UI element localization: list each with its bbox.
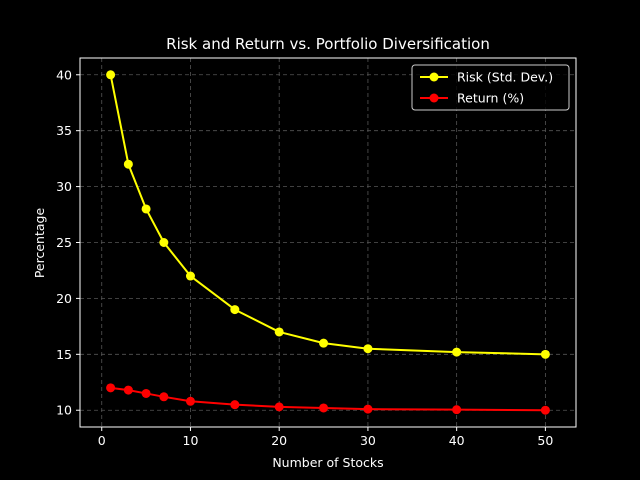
y-tick-label: 30 [56, 179, 72, 194]
x-tick-label: 0 [98, 433, 106, 448]
data-point-risk-std-dev [185, 271, 195, 281]
data-point-return [123, 385, 133, 395]
legend-marker-risk [429, 72, 439, 82]
data-point-risk-std-dev [452, 347, 462, 357]
y-tick-label: 35 [56, 123, 72, 138]
x-tick-label: 20 [271, 433, 287, 448]
y-tick-label: 15 [56, 347, 72, 362]
data-point-return [319, 403, 329, 413]
data-point-risk-std-dev [319, 338, 329, 348]
data-point-risk-std-dev [123, 159, 133, 169]
x-axis-label: Number of Stocks [272, 455, 383, 470]
x-tick-label: 30 [360, 433, 376, 448]
x-tick-label: 40 [449, 433, 465, 448]
y-axis-label: Percentage [32, 208, 47, 279]
y-tick-label: 20 [56, 291, 72, 306]
data-point-return [141, 388, 151, 398]
data-point-return [363, 404, 373, 414]
x-tick-label: 50 [537, 433, 553, 448]
data-point-risk-std-dev [106, 70, 116, 80]
data-point-risk-std-dev [274, 327, 284, 337]
data-point-return [540, 405, 550, 415]
data-point-return [274, 402, 284, 412]
series-return [106, 383, 550, 415]
data-point-risk-std-dev [141, 204, 151, 214]
data-point-return [230, 400, 240, 410]
data-point-risk-std-dev [230, 305, 240, 315]
data-point-risk-std-dev [363, 344, 373, 354]
legend-label-risk: Risk (Std. Dev.) [457, 70, 553, 85]
y-tick-label: 25 [56, 235, 72, 250]
legend-box [411, 64, 570, 111]
series-risk-std-dev [106, 70, 550, 359]
data-point-return [159, 392, 169, 402]
legend-marker-return [429, 93, 439, 103]
legend-label-return: Return (%) [457, 91, 524, 106]
data-point-risk-std-dev [540, 349, 550, 359]
axis-ticks: 0 10 20 30 40 50 10 15 20 25 30 35 40 [56, 67, 553, 448]
data-point-risk-std-dev [159, 238, 169, 247]
data-point-return [106, 383, 116, 393]
data-point-return [452, 405, 462, 415]
legend: Risk (Std. Dev.) Return (%) [411, 64, 570, 111]
y-tick-label: 40 [56, 67, 72, 82]
data-point-return [185, 396, 195, 406]
y-tick-label: 10 [56, 403, 72, 418]
x-tick-label: 10 [183, 433, 199, 448]
chart-title: Risk and Return vs. Portfolio Diversific… [166, 35, 490, 53]
series [106, 70, 550, 415]
